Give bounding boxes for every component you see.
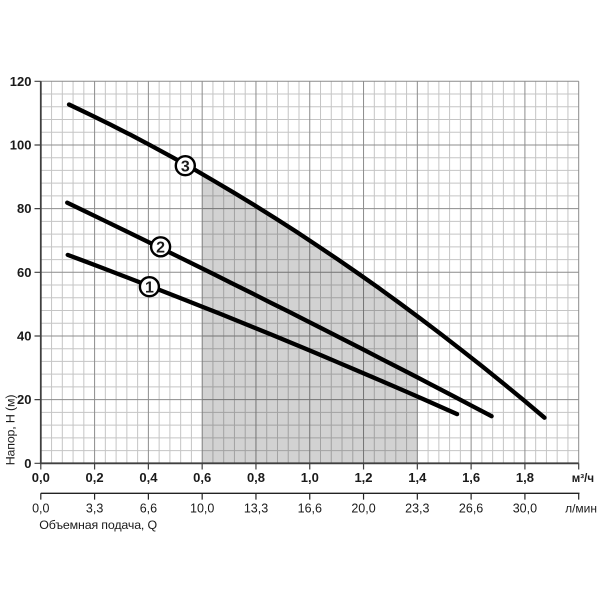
svg-text:1,4: 1,4 [408,470,427,485]
svg-text:60: 60 [17,265,31,280]
svg-text:1,0: 1,0 [301,470,319,485]
svg-text:0,8: 0,8 [247,470,265,485]
svg-text:16,6: 16,6 [298,502,322,516]
svg-text:13,3: 13,3 [244,502,268,516]
svg-text:6,6: 6,6 [140,502,157,516]
svg-text:2: 2 [156,240,165,257]
svg-text:0: 0 [24,456,31,471]
svg-text:120: 120 [10,74,32,89]
svg-text:40: 40 [17,329,31,344]
svg-text:0,4: 0,4 [139,470,158,485]
svg-text:3,3: 3,3 [86,502,103,516]
svg-text:3: 3 [181,158,190,175]
svg-text:10,0: 10,0 [190,502,214,516]
svg-text:26,6: 26,6 [459,502,483,516]
svg-text:0,0: 0,0 [32,502,49,516]
svg-text:м³/ч: м³/ч [572,473,594,485]
svg-text:80: 80 [17,201,31,216]
svg-text:23,3: 23,3 [405,502,429,516]
svg-text:1,2: 1,2 [354,470,372,485]
svg-text:0,0: 0,0 [32,470,50,485]
svg-text:1: 1 [145,279,154,296]
svg-text:л/мин: л/мин [565,502,597,516]
svg-text:Объемная подача, Q: Объемная подача, Q [39,518,157,532]
svg-text:0,6: 0,6 [193,470,211,485]
svg-text:20,0: 20,0 [351,502,375,516]
svg-text:0,2: 0,2 [86,470,104,485]
svg-text:20: 20 [17,392,31,407]
svg-text:Напор, Н (м): Напор, Н (м) [4,395,18,466]
svg-text:30,0: 30,0 [513,502,537,516]
svg-text:100: 100 [10,138,32,153]
svg-text:1,6: 1,6 [462,470,480,485]
svg-text:1,8: 1,8 [516,470,534,485]
